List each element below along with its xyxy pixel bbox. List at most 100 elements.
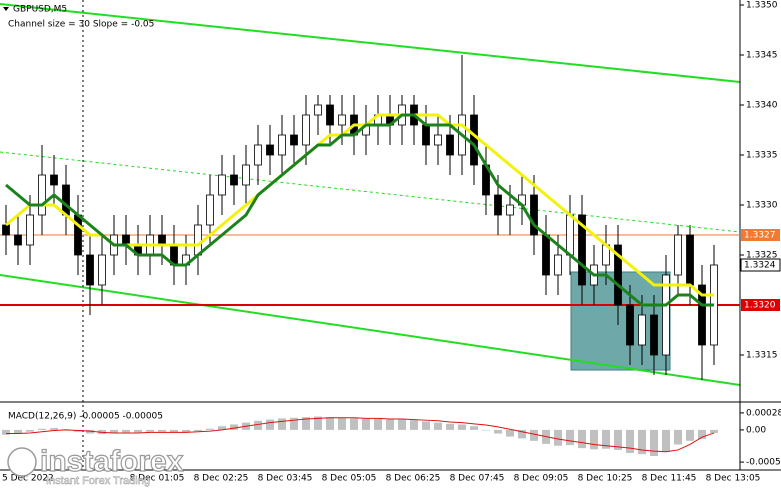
candle-body — [422, 124, 430, 146]
x-tick-label: 8 Dec 11:45 — [642, 474, 697, 484]
candle-body — [50, 174, 58, 186]
macd-bar — [146, 429, 154, 432]
y-tick-label: 1.3340 — [746, 101, 778, 111]
candle-body — [434, 134, 442, 146]
macd-bar — [686, 429, 694, 441]
macd-bar — [110, 429, 118, 433]
macd-bar — [398, 419, 406, 430]
candle-body — [650, 314, 658, 356]
macd-bar — [650, 429, 658, 457]
macd-bar — [194, 429, 202, 432]
title-icon — [3, 7, 9, 11]
logo-tagline: Instant Forex Trading — [46, 475, 150, 487]
candle-body — [206, 194, 214, 226]
macd-bar — [314, 416, 322, 430]
logo-icon — [7, 447, 37, 477]
candle-body — [626, 304, 634, 346]
macd-title: MACD(12,26,9) -0.00005 -0.00005 — [8, 412, 163, 422]
macd-bar — [50, 428, 58, 430]
candle-body — [26, 214, 34, 246]
macd-bar — [482, 429, 490, 431]
candle-body — [62, 184, 70, 216]
level-label-box — [741, 299, 780, 311]
macd-bar — [614, 429, 622, 450]
candle-body — [194, 224, 202, 256]
macd-bar — [386, 419, 394, 430]
macd-bar — [2, 429, 10, 435]
candle-body — [638, 314, 646, 346]
candle-body — [266, 144, 274, 156]
candle-body — [506, 204, 514, 216]
y-tick-label: 1.3325 — [746, 251, 778, 261]
macd-bar — [674, 429, 682, 445]
y-tick-label: 1.3335 — [746, 151, 778, 161]
macd-bar — [458, 424, 466, 430]
level-label: 1.3320 — [744, 301, 776, 311]
macd-bar — [374, 418, 382, 430]
y-tick-label: 0.00 — [746, 425, 766, 435]
macd-bar — [14, 429, 22, 434]
candle-body — [338, 114, 346, 126]
level-label-box — [741, 229, 780, 241]
macd-bar — [422, 421, 430, 430]
x-tick-label: 8 Dec 05:05 — [322, 474, 377, 484]
macd-bar — [554, 429, 562, 446]
x-tick-label: 8 Dec 03:45 — [258, 474, 313, 484]
macd-bar — [446, 423, 454, 430]
macd-bar — [230, 424, 238, 430]
macd-bar — [698, 429, 706, 440]
candle-body — [86, 254, 94, 286]
macd-bar — [26, 429, 34, 432]
candle-body — [566, 214, 574, 256]
chart-title: GBPUSD,M5 — [13, 5, 67, 15]
channel-upper — [0, 3, 741, 83]
macd-bar — [434, 422, 442, 430]
y-tick-label: 0.00028 — [746, 408, 781, 418]
candle-body — [242, 164, 250, 186]
macd-bar — [350, 418, 358, 430]
macd-bar — [578, 429, 586, 449]
y-tick-label: 1.3315 — [746, 351, 778, 361]
candle-body — [302, 114, 310, 146]
macd-bar — [182, 429, 190, 433]
candle-body — [326, 104, 334, 126]
macd-bar — [134, 429, 142, 433]
candle-body — [554, 254, 562, 276]
macd-bar — [38, 428, 46, 430]
candle-body — [614, 244, 622, 306]
macd-bar — [470, 426, 478, 430]
macd-signal — [6, 417, 715, 453]
macd-bar — [410, 420, 418, 430]
candle-body — [314, 104, 322, 116]
channel-middle — [0, 151, 741, 233]
x-tick-label: 8 Dec 10:25 — [578, 474, 633, 484]
y-tick-label: 1.3330 — [746, 201, 778, 211]
candle-body — [98, 254, 106, 286]
macd-bar — [602, 429, 610, 449]
candle-body — [674, 234, 682, 276]
x-tick-label: 8 Dec 07:45 — [450, 474, 505, 484]
candle-body — [2, 224, 10, 236]
macd-bar — [362, 418, 370, 430]
candle-body — [578, 214, 586, 286]
macd-bar — [590, 429, 598, 450]
candle-body — [218, 174, 226, 196]
x-tick-label: 8 Dec 13:05 — [706, 474, 761, 484]
last-price-box — [740, 258, 781, 272]
candle-body — [686, 234, 694, 286]
macd-bar — [278, 418, 286, 430]
macd-bar — [530, 429, 538, 441]
candle-body — [698, 284, 706, 346]
macd-bar — [86, 429, 94, 434]
macd-bar — [170, 429, 178, 433]
macd-bar — [494, 429, 502, 434]
macd-bar — [626, 429, 634, 453]
macd-bar — [254, 420, 262, 430]
chart-subtitle: Channel size = 30 Slope = -0.05 — [8, 20, 154, 30]
macd-bar — [158, 429, 166, 432]
x-tick-label: 8 Dec 09:05 — [514, 474, 569, 484]
macd-bar — [218, 426, 226, 430]
candle-body — [494, 194, 502, 216]
candle-body — [74, 214, 82, 256]
